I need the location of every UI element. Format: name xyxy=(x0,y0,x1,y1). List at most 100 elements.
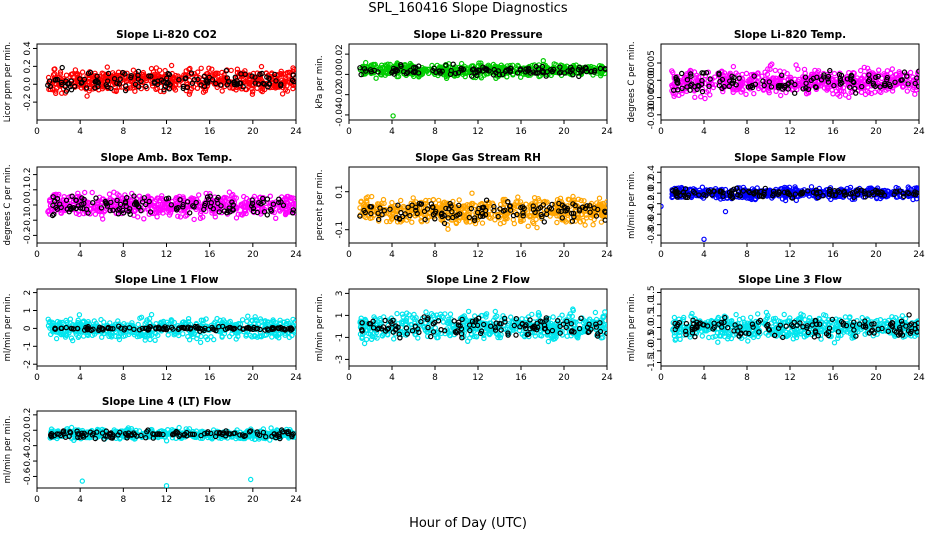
data-point-black xyxy=(193,199,199,206)
data-point-black xyxy=(418,201,425,207)
data-point-black xyxy=(177,196,183,203)
data-point-black xyxy=(153,326,159,332)
data-point xyxy=(492,217,498,223)
data-point xyxy=(517,218,524,225)
data-point-black xyxy=(363,68,369,74)
data-point xyxy=(115,334,122,340)
data-point xyxy=(533,216,539,223)
data-point xyxy=(270,77,277,83)
data-point-black xyxy=(561,204,568,210)
data-point xyxy=(802,77,808,83)
data-point xyxy=(156,67,163,74)
data-point xyxy=(513,199,519,205)
data-point xyxy=(531,194,538,201)
data-point-black xyxy=(593,213,600,219)
data-point xyxy=(765,66,771,72)
data-point xyxy=(258,87,264,94)
data-point-black xyxy=(877,84,883,90)
data-point-black xyxy=(231,325,238,332)
data-point-black xyxy=(808,77,814,84)
data-point-black xyxy=(226,324,232,331)
data-point xyxy=(769,79,775,85)
data-point-black xyxy=(912,189,918,195)
data-point xyxy=(779,196,786,202)
data-point-black xyxy=(411,64,417,71)
y-tick-label: 0.000 xyxy=(647,67,657,93)
data-point-black xyxy=(751,190,757,196)
data-point-black xyxy=(854,191,861,197)
data-point-black xyxy=(421,208,428,215)
data-point xyxy=(765,88,772,94)
data-point xyxy=(81,189,88,196)
data-point-black xyxy=(472,215,478,221)
data-point-black xyxy=(912,80,918,87)
data-point-black xyxy=(875,73,881,80)
data-point-black xyxy=(128,72,134,79)
data-point-black xyxy=(132,81,139,88)
data-point-black xyxy=(558,69,564,76)
x-tick-label: 20 xyxy=(870,127,882,137)
data-point-black xyxy=(57,201,63,207)
data-point xyxy=(130,67,137,73)
data-point xyxy=(265,319,271,325)
data-point-black xyxy=(729,73,735,80)
data-point xyxy=(95,207,101,213)
data-point-black xyxy=(503,67,509,73)
data-point xyxy=(198,65,204,72)
data-point-black xyxy=(105,70,112,77)
data-point-black xyxy=(872,83,878,90)
data-point xyxy=(226,333,233,340)
data-point-black xyxy=(688,73,694,79)
data-point-black xyxy=(685,194,691,200)
data-point-black xyxy=(77,76,83,82)
data-point-black xyxy=(439,213,445,220)
y-tick-label: -0.2 xyxy=(23,227,33,245)
data-point xyxy=(565,196,572,202)
data-point-black xyxy=(422,216,428,223)
data-point-black xyxy=(770,188,777,194)
data-point-black xyxy=(191,76,197,83)
data-point-black xyxy=(249,200,256,207)
data-point xyxy=(470,200,476,207)
y-tick-label: 0.0 xyxy=(23,198,33,213)
data-point-black xyxy=(541,219,548,225)
data-point-black xyxy=(52,198,58,204)
data-point-black xyxy=(402,211,408,217)
data-point xyxy=(527,202,533,208)
data-point-black xyxy=(290,207,296,213)
data-point xyxy=(272,319,278,326)
data-point xyxy=(534,224,540,231)
x-tick-label: 24 xyxy=(290,373,302,383)
data-point-black xyxy=(85,70,92,77)
data-point xyxy=(63,72,70,78)
data-point-black xyxy=(858,187,865,193)
data-point xyxy=(578,197,584,204)
data-point xyxy=(204,336,211,343)
panel-title: Slope Li-820 Pressure xyxy=(413,29,542,41)
data-point-black xyxy=(115,323,122,329)
data-point-black xyxy=(779,72,785,79)
data-point xyxy=(99,70,105,76)
data-point xyxy=(69,337,76,344)
data-point xyxy=(795,66,801,72)
data-point-black xyxy=(897,188,903,194)
data-point xyxy=(116,84,122,90)
data-point xyxy=(500,196,506,203)
data-point-black xyxy=(847,84,853,90)
data-point-black xyxy=(114,197,120,204)
data-point-black xyxy=(450,61,456,67)
data-point-black xyxy=(381,207,387,214)
data-point-black xyxy=(266,81,272,87)
data-point xyxy=(47,318,53,325)
data-point-black xyxy=(543,73,549,79)
data-point-black xyxy=(705,188,712,194)
data-point xyxy=(363,59,369,66)
data-point xyxy=(286,320,292,327)
data-point-black xyxy=(483,197,490,203)
data-point xyxy=(146,315,153,322)
data-point-black xyxy=(510,212,517,219)
data-point-black xyxy=(143,83,149,90)
data-point xyxy=(261,206,268,212)
data-point-black xyxy=(884,76,890,83)
data-point-black xyxy=(289,77,296,84)
